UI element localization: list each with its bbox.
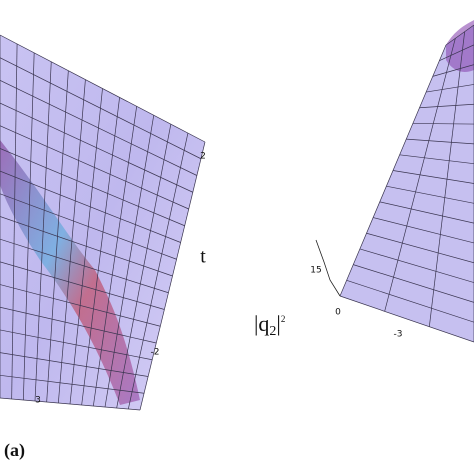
grid-line (353, 264, 474, 303)
grid-line (0, 34, 206, 143)
z-label: |q2|2 (254, 311, 285, 339)
z-label-sup: 2 (281, 314, 286, 324)
grid-line (406, 138, 474, 145)
grid-line (0, 374, 145, 394)
tick-label: -2 (151, 348, 160, 358)
axis-line (315, 239, 341, 297)
grid-line (445, 24, 474, 46)
surface-a (0, 34, 206, 411)
grid-line (0, 216, 173, 277)
grid-line (373, 217, 474, 244)
grid-line (419, 103, 474, 109)
grid-line (0, 329, 153, 361)
grid-line (0, 148, 185, 227)
tick-label: -3 (394, 330, 403, 340)
grid-line (0, 306, 157, 344)
tick-label: 0 (335, 308, 341, 318)
grid-line (0, 125, 189, 210)
axis-label: t (200, 246, 206, 268)
tick-label: 15 (310, 266, 321, 276)
grid-line (0, 102, 193, 193)
z-label-base: |q (254, 311, 269, 336)
grid-line (399, 154, 474, 165)
grid-line (0, 397, 141, 411)
grid-line (0, 261, 165, 310)
grid-line (0, 57, 202, 160)
grid-line (0, 170, 181, 243)
surface-b (339, 20, 474, 343)
grid-line (0, 238, 169, 294)
panel-label: (a) (4, 440, 25, 461)
grid-line (339, 295, 474, 343)
grid-line (366, 232, 474, 264)
grid-line (439, 44, 474, 62)
grid-line (0, 352, 149, 377)
grid-line (0, 284, 161, 327)
grid-line (392, 170, 474, 184)
grid-line (379, 201, 474, 224)
grid-line (432, 64, 474, 77)
z-label-close: | (276, 311, 280, 336)
grid-line (0, 193, 177, 260)
grid-line (386, 185, 474, 204)
grid-line (359, 248, 474, 283)
grid-line (412, 123, 474, 125)
tick-label: 3 (35, 396, 41, 406)
z-label-sub: 2 (269, 324, 276, 339)
tick-label: 2 (200, 152, 206, 162)
grid-line (346, 279, 474, 323)
grid-line (0, 80, 198, 176)
grid-line (426, 84, 474, 93)
